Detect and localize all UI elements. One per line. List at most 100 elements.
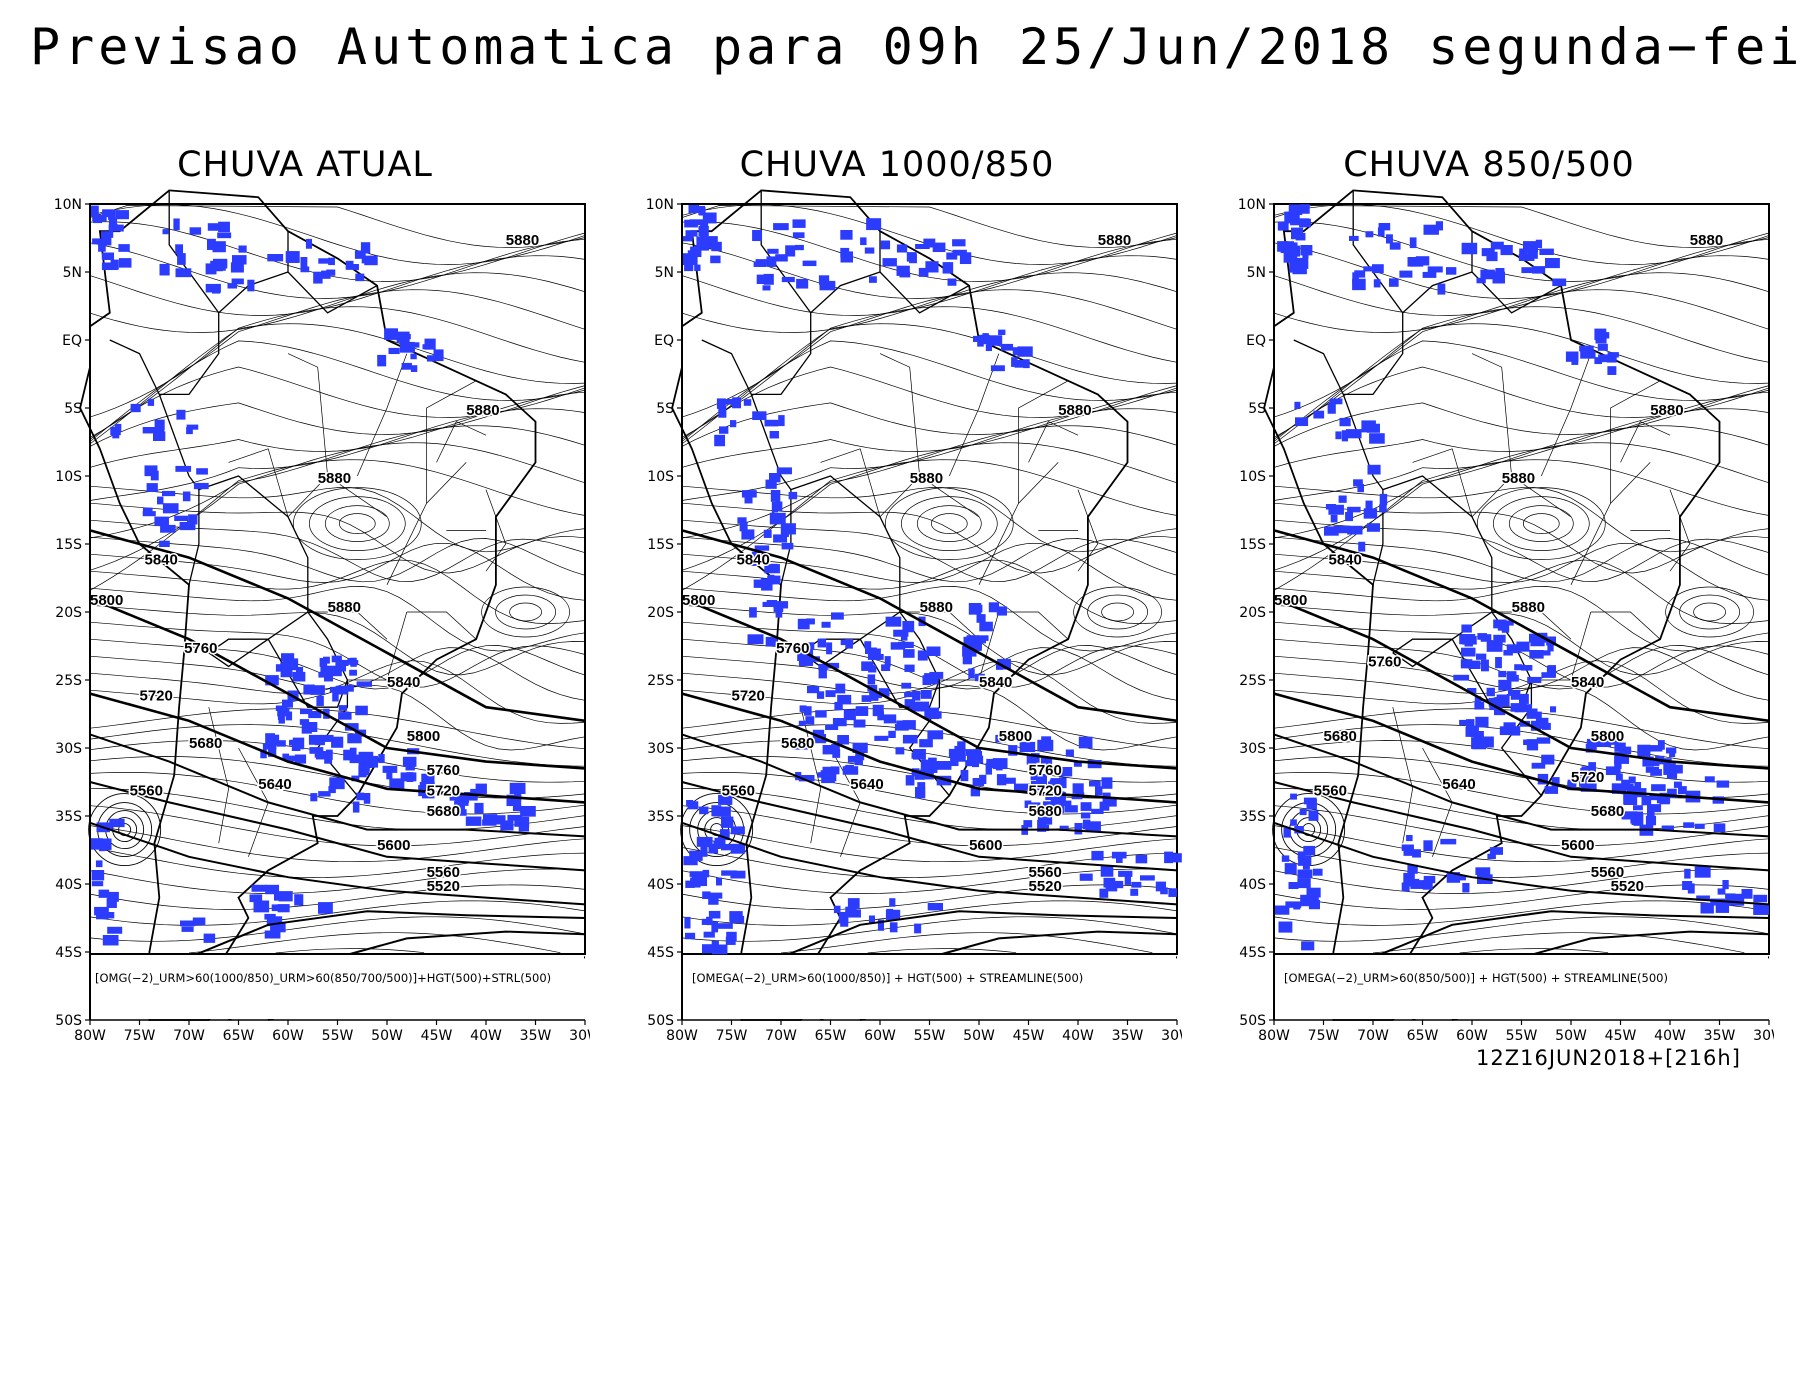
- precip-cell: [101, 262, 118, 271]
- precip-cell: [1167, 853, 1182, 863]
- contour-label: 5560: [1314, 783, 1347, 800]
- precip-cell: [914, 769, 925, 780]
- precip-cell: [1295, 232, 1306, 241]
- streamline: [89, 340, 586, 442]
- longitude-label: 50W: [963, 1028, 995, 1044]
- panel-title: CHUVA 850/500: [1343, 145, 1635, 185]
- precip-cell: [270, 921, 286, 933]
- latitude-label: 30S: [647, 741, 674, 757]
- precip-cell: [1476, 653, 1487, 660]
- coastline: [79, 189, 537, 1021]
- precip-cell: [338, 705, 348, 711]
- precip-cell: [778, 415, 785, 427]
- precip-cell: [253, 900, 270, 913]
- precip-cell: [1713, 823, 1726, 833]
- precip-cell: [142, 507, 153, 514]
- precip-cell: [995, 734, 1006, 743]
- precip-cell: [1477, 633, 1488, 640]
- precip-cell: [294, 754, 307, 764]
- precip-cell: [1036, 774, 1047, 786]
- precip-cell: [1650, 769, 1662, 776]
- precip-cell: [754, 545, 770, 551]
- anticyclone-ring: [1693, 602, 1726, 622]
- precip-cell: [419, 781, 435, 791]
- precip-cell: [1530, 720, 1542, 731]
- precip-cell: [157, 496, 164, 505]
- precip-cell: [1500, 245, 1513, 256]
- precip-cell: [1567, 781, 1577, 791]
- precip-cell: [1588, 762, 1596, 774]
- streamline: [89, 425, 586, 539]
- precip-cell: [1480, 269, 1495, 280]
- precip-cell: [1647, 804, 1662, 813]
- precip-cell: [294, 894, 304, 906]
- precip-cell: [1363, 508, 1378, 519]
- height-contour: [681, 781, 1178, 872]
- precip-cell: [1386, 234, 1393, 244]
- precip-cell: [345, 260, 354, 270]
- precip-cell: [1389, 242, 1401, 250]
- precip-cell: [840, 247, 850, 258]
- precip-cell: [997, 658, 1011, 670]
- state-border: [948, 353, 1000, 477]
- precip-cell: [976, 614, 986, 623]
- precip-cell: [1715, 901, 1730, 913]
- precip-cell: [925, 261, 939, 273]
- precip-cell: [358, 760, 370, 772]
- precip-cell: [711, 241, 722, 252]
- precip-cell: [1074, 823, 1083, 835]
- streamline: [89, 621, 586, 688]
- precip-cell: [277, 904, 290, 913]
- precip-cell: [1521, 267, 1534, 274]
- precip-cell: [694, 245, 710, 251]
- precip-cell: [1312, 868, 1323, 876]
- height-contour: [681, 597, 1178, 770]
- precip-cell: [1017, 346, 1033, 357]
- precip-cell: [711, 805, 722, 817]
- precip-cell: [867, 674, 876, 685]
- precip-cell: [1532, 266, 1546, 274]
- precip-cell: [271, 904, 283, 912]
- streamline: [89, 255, 586, 316]
- precip-cell: [159, 540, 170, 548]
- state-border: [1540, 353, 1592, 477]
- precip-cell: [265, 884, 280, 895]
- precip-cell: [805, 656, 820, 662]
- streamline: [1273, 221, 1770, 282]
- streamline: [681, 825, 1178, 863]
- streamline: [681, 340, 1178, 442]
- precip-cell: [1130, 888, 1139, 896]
- precip-cell: [108, 218, 118, 230]
- precip-cell: [702, 891, 711, 900]
- anticyclone-ring: [930, 513, 968, 534]
- precip-cell: [1118, 870, 1133, 877]
- precip-cell: [924, 673, 939, 685]
- precip-cell: [763, 273, 774, 285]
- precip-cell: [1407, 864, 1418, 874]
- precip-cell: [1422, 881, 1433, 890]
- latitude-label: 50S: [647, 1013, 674, 1029]
- precip-cell: [756, 274, 765, 285]
- precip-cell: [915, 244, 930, 250]
- precip-cell: [685, 230, 698, 237]
- precip-cell: [835, 683, 846, 694]
- precip-cell: [1131, 881, 1142, 888]
- contour-labels: 5880 5880 5880 5880 5840 5800 5760 5720 5680 5640…: [681, 230, 1133, 896]
- precip-cell: [181, 926, 194, 932]
- precip-cell: [1014, 360, 1025, 368]
- latitude-axis: 10N 5N EQ 5S 10S 15S 20S 25S 30S 35S 40S 45S 50S: [1238, 197, 1274, 1029]
- contour-label: 5640: [258, 776, 291, 793]
- precip-cell: [175, 465, 192, 472]
- precip-cell: [1403, 872, 1415, 884]
- precip-cell: [212, 241, 226, 253]
- precip-cell: [315, 739, 325, 746]
- precip-cell: [749, 607, 757, 618]
- precip-cell: [180, 920, 196, 927]
- precip-cell: [893, 629, 909, 637]
- precip-cell: [889, 922, 898, 933]
- main-title: Previsao Automatica para 09h 25/Jun/2018…: [30, 18, 1800, 76]
- precip-cell: [1607, 356, 1617, 363]
- country-border: [760, 190, 812, 314]
- precip-cell: [773, 534, 788, 543]
- contour-label: 5840: [387, 674, 420, 691]
